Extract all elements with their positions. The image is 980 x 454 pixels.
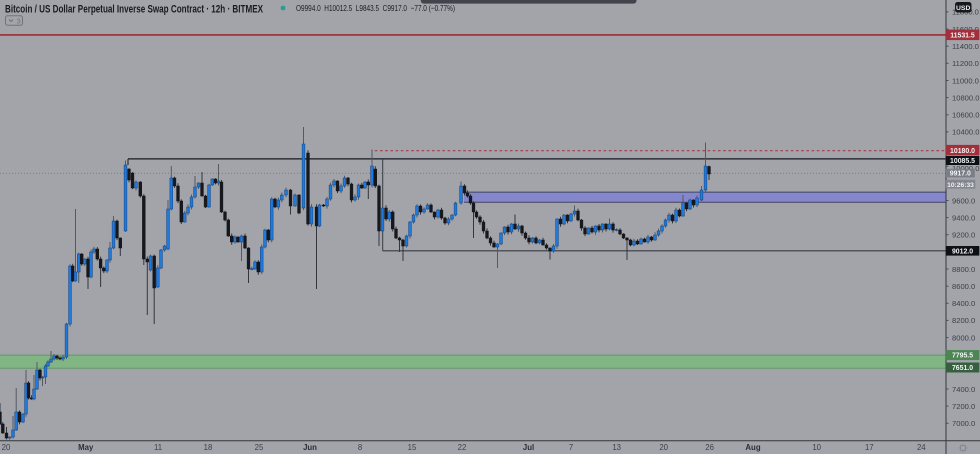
svg-text:9200.0: 9200.0	[952, 231, 975, 240]
svg-text:26: 26	[705, 443, 714, 452]
svg-text:9917.0: 9917.0	[950, 171, 971, 178]
svg-text:7795.5: 7795.5	[952, 353, 973, 360]
svg-text:11200.0: 11200.0	[952, 59, 979, 68]
svg-text:9012.0: 9012.0	[952, 248, 973, 255]
svg-text:7: 7	[569, 443, 573, 452]
svg-text:3: 3	[17, 16, 21, 25]
svg-text:10085.5: 10085.5	[950, 158, 975, 165]
svg-text:13: 13	[612, 443, 621, 452]
svg-text:May: May	[78, 443, 94, 452]
svg-text:9400.0: 9400.0	[952, 213, 975, 222]
svg-text:8200.0: 8200.0	[952, 316, 975, 325]
svg-text:10800.0: 10800.0	[952, 93, 979, 102]
svg-text:8600.0: 8600.0	[952, 282, 975, 291]
svg-text:15: 15	[408, 443, 417, 452]
svg-text:11: 11	[154, 443, 162, 452]
svg-text:11531.5: 11531.5	[950, 33, 975, 40]
svg-text:10: 10	[812, 443, 821, 452]
svg-text:10180.0: 10180.0	[950, 148, 975, 155]
svg-text:7400.0: 7400.0	[952, 385, 975, 394]
svg-text:10:26:33: 10:26:33	[947, 182, 974, 189]
svg-text:17: 17	[865, 443, 874, 452]
svg-text:Bitcoin / US Dollar Perpetual: Bitcoin / US Dollar Perpetual Inverse Sw…	[5, 3, 263, 15]
svg-text:7000.0: 7000.0	[952, 419, 975, 428]
svg-text:USD: USD	[956, 5, 970, 12]
svg-text:24: 24	[917, 443, 926, 452]
svg-text:10000.0: 10000.0	[952, 164, 979, 173]
svg-text:9600.0: 9600.0	[952, 196, 975, 205]
svg-text:25: 25	[255, 443, 264, 452]
svg-text:Jul: Jul	[523, 443, 534, 452]
svg-text:10600.0: 10600.0	[952, 111, 979, 120]
svg-text:7651.0: 7651.0	[952, 365, 973, 372]
svg-text:7200.0: 7200.0	[952, 402, 975, 411]
svg-text:Jun: Jun	[303, 443, 317, 452]
svg-text:8800.0: 8800.0	[952, 265, 975, 274]
svg-text:10400.0: 10400.0	[952, 128, 979, 137]
svg-text:O9994.0 H10012.5 L9843.5 C9: O9994.0 H10012.5 L9843.5 C9917.0 −77.0 (…	[296, 3, 455, 13]
svg-text:8000.0: 8000.0	[952, 333, 975, 342]
svg-text:22: 22	[458, 443, 467, 452]
svg-text:20: 20	[2, 443, 11, 452]
svg-text:11400.0: 11400.0	[952, 42, 979, 51]
svg-text:Aug: Aug	[745, 443, 760, 452]
svg-text:11600.0: 11600.0	[952, 25, 979, 34]
svg-text:8400.0: 8400.0	[952, 299, 975, 308]
svg-text:18: 18	[204, 443, 213, 452]
svg-text:8: 8	[358, 443, 362, 452]
svg-text:20: 20	[659, 443, 668, 452]
svg-text:11000.0: 11000.0	[952, 76, 979, 85]
